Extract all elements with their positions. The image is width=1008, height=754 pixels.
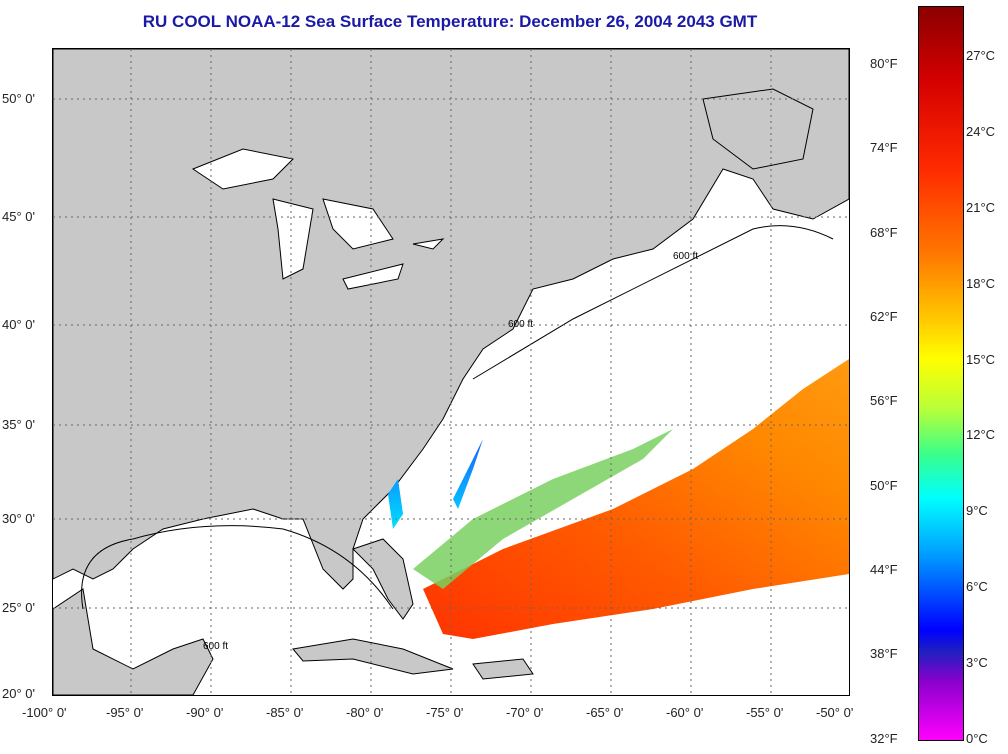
colorbar-f-label: 32°F (870, 731, 898, 746)
temperature-colorbar (918, 6, 964, 741)
lon-label: -70° 0' (506, 705, 544, 720)
contour-label: 600 ft (508, 319, 533, 330)
graticule (53, 49, 849, 695)
colorbar-f-label: 56°F (870, 393, 898, 408)
land-florida (352, 538, 414, 620)
lon-label: -90° 0' (186, 705, 224, 720)
colorbar-f-label: 80°F (870, 56, 898, 71)
colorbar-f-label: 68°F (870, 225, 898, 240)
sst-map-canvas: 600 ft 600 ft 600 ft (53, 49, 849, 695)
lat-label: 35° 0' (2, 417, 35, 432)
colorbar-f-label: 44°F (870, 562, 898, 577)
colorbar-c-label: 0°C (966, 731, 988, 746)
sst-map: 600 ft 600 ft 600 ft (52, 48, 850, 696)
lon-label: -85° 0' (266, 705, 304, 720)
lon-label: -50° 0' (816, 705, 854, 720)
colorbar-f-label: 38°F (870, 646, 898, 661)
lon-label: -55° 0' (746, 705, 784, 720)
colorbar-f-label: 62°F (870, 309, 898, 324)
colorbar-c-label: 15°C (966, 352, 996, 367)
colorbar-c-label: 9°C (966, 503, 988, 518)
colorbar-c-label: 6°C (966, 579, 988, 594)
lat-label: 45° 0' (2, 209, 35, 224)
colorbar-f-label: 74°F (870, 140, 898, 155)
sst-warm-swath (423, 359, 849, 639)
map-title: RU COOL NOAA-12 Sea Surface Temperature:… (142, 12, 758, 31)
land-newfoundland (702, 88, 814, 170)
lon-label: -80° 0' (346, 705, 384, 720)
lon-label: -100° 0' (22, 705, 67, 720)
land-mexico (53, 588, 214, 695)
contour-label: 600 ft (203, 641, 228, 652)
lon-label: -95° 0' (106, 705, 144, 720)
colorbar-c-label: 12°C (966, 427, 996, 442)
lat-label: 20° 0' (2, 686, 35, 701)
land-cuba (292, 638, 454, 675)
lat-label: 50° 0' (2, 91, 35, 106)
depth-contour-600ft (81, 225, 834, 610)
lat-label: 30° 0' (2, 511, 35, 526)
lat-label: 25° 0' (2, 600, 35, 615)
lon-label: -60° 0' (666, 705, 704, 720)
colorbar-c-label: 3°C (966, 655, 988, 670)
lat-label: 40° 0' (2, 317, 35, 332)
colorbar-c-label: 18°C (966, 276, 996, 291)
great-lakes (191, 148, 445, 290)
contour-label: 600 ft (673, 251, 698, 262)
lon-label: -75° 0' (426, 705, 464, 720)
colorbar-f-label: 50°F (870, 478, 898, 493)
land-hispaniola (472, 658, 534, 680)
colorbar-c-label: 21°C (966, 200, 996, 215)
colorbar-c-label: 27°C (966, 48, 996, 63)
colorbar-c-label: 24°C (966, 124, 996, 139)
lon-label: -65° 0' (586, 705, 624, 720)
sst-mixed-band (413, 429, 673, 589)
sst-cool-band (388, 394, 498, 529)
